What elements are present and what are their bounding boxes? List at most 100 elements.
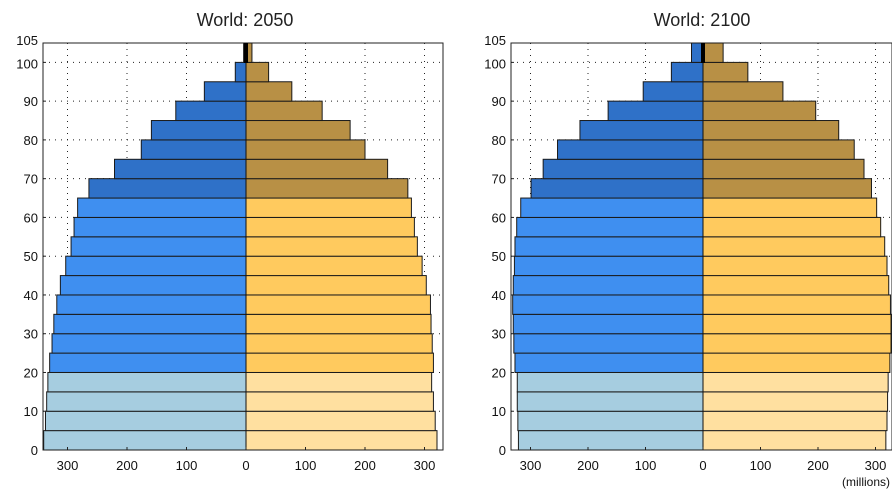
x-tick-label: 200 [577, 458, 599, 473]
male-bar-45-49 [513, 255, 704, 277]
female-bar-75-79 [245, 139, 366, 160]
y-tick-label: 30 [24, 327, 38, 342]
female-bar-25-29 [245, 333, 433, 354]
female-bar-45-49 [245, 255, 423, 277]
male-bar-10-14 [46, 391, 247, 412]
male-bar-85-89 [607, 100, 704, 122]
x-tick-label: 200 [354, 458, 376, 473]
male-bar-80-84 [150, 120, 247, 141]
male-bar-95-99 [234, 61, 247, 83]
female-bar-85-89 [702, 100, 817, 122]
pyramid-panel-0: World: 2050 0 10 20 30 40 50 60 70 80 90 100 105 300 2… [16, 10, 444, 473]
y-tick-label: 90 [492, 94, 506, 109]
y-tick-label: 30 [492, 327, 506, 342]
x-tick-label: 100 [635, 458, 657, 473]
male-bar-35-39 [512, 294, 704, 315]
y-tick-label: 20 [492, 365, 506, 380]
y-tick-label: 0 [31, 443, 38, 458]
x-tick-label: 300 [414, 458, 436, 473]
pyramid-panel-1: World: 2100 0 10 20 30 40 50 60 70 80 90 100 105 300 2… [484, 10, 892, 489]
female-bar-10-14 [245, 391, 434, 412]
female-bar-65-69 [702, 178, 872, 199]
y-tick-label: 100 [16, 56, 38, 71]
female-bar-50-54 [702, 236, 886, 257]
male-bar-80-84 [579, 120, 704, 141]
y-tick-label: 80 [24, 133, 38, 148]
male-bar-75-79 [140, 139, 247, 160]
male-bar-25-29 [513, 333, 704, 354]
y-tick-label: 40 [492, 288, 506, 303]
female-bar-15-19 [702, 371, 889, 393]
female-bar-40-44 [702, 275, 890, 296]
x-tick-label: 200 [116, 458, 138, 473]
chart-title: World: 2100 [654, 10, 751, 30]
male-bar-90-94 [642, 81, 704, 102]
male-bar-45-49 [65, 255, 247, 277]
x-tick-label: 100 [750, 458, 772, 473]
x-tick-label: 300 [57, 458, 79, 473]
y-tick-label: 50 [492, 249, 506, 264]
female-bar-90-94 [702, 81, 784, 102]
male-bar-50-54 [70, 236, 247, 257]
male-bar-30-34 [512, 313, 704, 335]
male-bar-60-64 [77, 197, 247, 218]
male-bar-40-44 [512, 275, 704, 296]
female-bar-30-34 [245, 313, 432, 335]
y-tick-label: 60 [492, 210, 506, 225]
male-bar-20-24 [49, 352, 247, 373]
female-bar-80-84 [245, 120, 351, 141]
male-bar-95-99 [670, 61, 704, 83]
female-bar-60-64 [702, 197, 878, 218]
female-bar-60-64 [245, 197, 412, 218]
x-tick-label: 100 [176, 458, 198, 473]
female-bar-20-24 [245, 352, 434, 373]
y-tick-label: 10 [492, 404, 506, 419]
male-bar-5-9 [44, 410, 247, 432]
x-tick-label: 100 [295, 458, 317, 473]
y-tick-label: 80 [492, 133, 506, 148]
female-bar-65-69 [245, 178, 409, 199]
male-bar-70-74 [542, 158, 704, 180]
male-bar-50-54 [514, 236, 704, 257]
male-bar-10-14 [516, 391, 704, 412]
y-tick-label: 60 [24, 210, 38, 225]
female-bar-0-4 [245, 430, 438, 451]
female-bar-100+ [702, 42, 724, 63]
y-tick-label: 10 [24, 404, 38, 419]
male-bar-15-19 [516, 371, 704, 393]
male-bar-65-69 [88, 178, 247, 199]
male-bar-55-59 [73, 216, 247, 238]
male-bar-30-34 [53, 313, 247, 335]
male-bar-55-59 [516, 216, 704, 238]
y-tick-label: 100 [484, 56, 506, 71]
y-tick-label: 40 [24, 288, 38, 303]
female-bar-10-14 [702, 391, 889, 412]
male-bar-0-4 [43, 430, 247, 451]
female-bar-0-4 [702, 430, 887, 451]
female-bar-40-44 [245, 275, 427, 296]
male-bar-35-39 [56, 294, 247, 315]
y-tick-label: 70 [492, 172, 506, 187]
female-bar-15-19 [245, 371, 433, 393]
x-tick-label: 300 [865, 458, 887, 473]
female-bar-80-84 [702, 120, 840, 141]
male-bar-65-69 [530, 178, 704, 199]
male-bar-40-44 [59, 275, 247, 296]
female-bar-30-34 [702, 313, 892, 335]
y-tick-label: 90 [24, 94, 38, 109]
male-bar-5-9 [517, 410, 704, 432]
female-bar-50-54 [245, 236, 418, 257]
female-bar-5-9 [245, 410, 436, 432]
y-tick-label: 0 [499, 443, 506, 458]
female-bar-20-24 [702, 352, 891, 373]
female-bar-55-59 [245, 216, 415, 238]
male-bar-25-29 [51, 333, 247, 354]
female-bar-35-39 [702, 294, 891, 315]
x-tick-label: 0 [699, 458, 706, 473]
y-tick-label: 20 [24, 365, 38, 380]
male-bar-70-74 [114, 158, 247, 180]
y-tick-label: 50 [24, 249, 38, 264]
male-bar-15-19 [47, 371, 247, 393]
